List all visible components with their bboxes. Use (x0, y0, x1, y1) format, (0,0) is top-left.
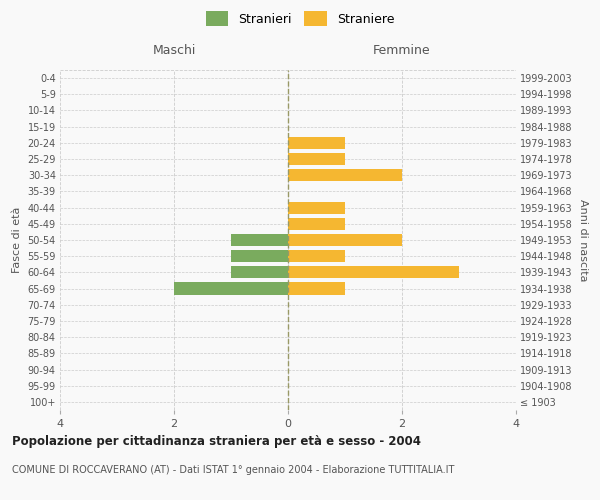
Bar (288, 153, 345, 165)
Y-axis label: Anni di nascita: Anni di nascita (578, 198, 589, 281)
Bar (288, 137, 345, 149)
Text: COMUNE DI ROCCAVERANO (AT) - Dati ISTAT 1° gennaio 2004 - Elaborazione TUTTITALI: COMUNE DI ROCCAVERANO (AT) - Dati ISTAT … (12, 465, 454, 475)
Bar (288, 250, 345, 262)
Bar (288, 218, 345, 230)
Bar (231, 266, 288, 278)
Bar (288, 234, 402, 246)
Bar (288, 266, 459, 278)
Bar (288, 169, 402, 181)
Legend: Stranieri, Straniere: Stranieri, Straniere (206, 11, 394, 26)
Text: Maschi: Maschi (152, 44, 196, 57)
Bar (174, 282, 288, 294)
Bar (288, 202, 345, 213)
Bar (288, 282, 345, 294)
Text: Femmine: Femmine (373, 44, 431, 57)
Bar (231, 234, 288, 246)
Y-axis label: Fasce di età: Fasce di età (12, 207, 22, 273)
Bar (231, 250, 288, 262)
Text: Popolazione per cittadinanza straniera per età e sesso - 2004: Popolazione per cittadinanza straniera p… (12, 435, 421, 448)
